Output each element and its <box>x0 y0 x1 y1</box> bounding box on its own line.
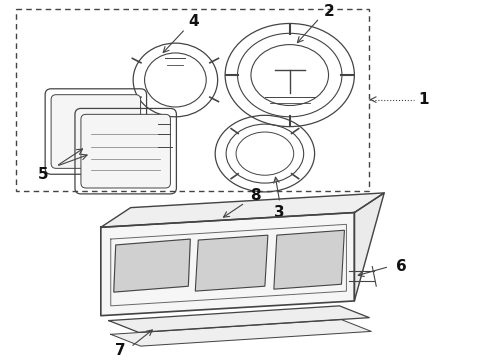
Polygon shape <box>354 193 384 301</box>
FancyBboxPatch shape <box>51 95 141 168</box>
Text: 5: 5 <box>38 167 49 182</box>
Text: 8: 8 <box>249 188 260 203</box>
Text: 7: 7 <box>116 343 126 357</box>
Polygon shape <box>101 193 384 227</box>
FancyBboxPatch shape <box>81 114 171 188</box>
Polygon shape <box>101 212 354 316</box>
Text: 1: 1 <box>419 92 429 107</box>
Polygon shape <box>274 230 344 289</box>
Text: 3: 3 <box>274 205 285 220</box>
Polygon shape <box>196 235 268 291</box>
Polygon shape <box>111 320 371 346</box>
Text: 2: 2 <box>324 4 335 19</box>
Text: 4: 4 <box>188 14 198 28</box>
Bar <box>16 9 369 191</box>
Polygon shape <box>114 239 190 292</box>
Polygon shape <box>114 239 190 292</box>
Polygon shape <box>109 306 369 332</box>
Text: 6: 6 <box>396 259 407 274</box>
